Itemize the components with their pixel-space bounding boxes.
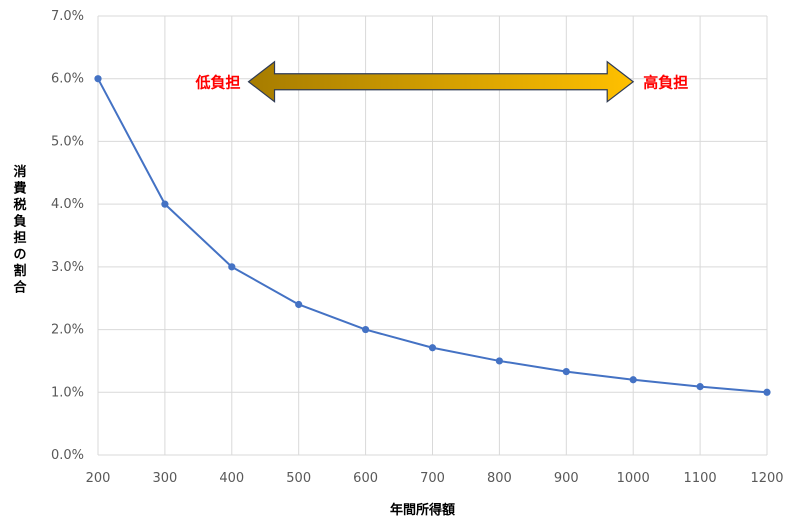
x-tick-label: 300 bbox=[152, 471, 177, 486]
high-burden-label: 高負担 bbox=[643, 74, 688, 92]
y-axis-title-char: 消 bbox=[13, 164, 26, 180]
x-tick-label: 700 bbox=[420, 471, 445, 486]
x-tick-labels: 200 300 400 500 600 700 800 900 1000 1100 1200 bbox=[86, 471, 784, 486]
x-tick-label: 1200 bbox=[750, 471, 783, 486]
data-point bbox=[763, 388, 771, 396]
data-point bbox=[562, 367, 570, 376]
y-axis-title-char: 合 bbox=[13, 280, 27, 296]
y-tick-label: 4.0% bbox=[51, 197, 84, 212]
x-tick-label: 500 bbox=[286, 471, 311, 486]
annotation-layer: 低負担 高負担 bbox=[195, 60, 688, 103]
y-tick-label: 1.0% bbox=[51, 385, 84, 400]
y-axis-title-char: 担 bbox=[13, 230, 26, 246]
x-tick-label: 400 bbox=[219, 471, 244, 486]
x-tick-label: 900 bbox=[554, 471, 579, 486]
data-point bbox=[495, 357, 503, 365]
data-point bbox=[94, 75, 102, 83]
low-burden-label: 低負担 bbox=[195, 74, 241, 92]
y-axis-title-char: 税 bbox=[13, 197, 26, 213]
y-tick-label: 2.0% bbox=[51, 323, 84, 338]
x-tick-label: 800 bbox=[487, 471, 512, 486]
x-tick-label: 1100 bbox=[684, 471, 717, 486]
y-axis-title-char: の bbox=[13, 248, 26, 263]
data-point bbox=[428, 344, 437, 352]
y-axis-title-char: 割 bbox=[13, 263, 26, 279]
y-axis-title-char: 費 bbox=[13, 181, 26, 197]
y-tick-labels: 0.0% 1.0% 2.0% 3.0% 4.0% 5.0% 6.0% 7.0% bbox=[51, 9, 84, 463]
x-tick-label: 600 bbox=[353, 471, 378, 486]
range-arrow bbox=[247, 60, 635, 103]
y-tick-label: 3.0% bbox=[51, 260, 84, 275]
data-point bbox=[696, 383, 704, 391]
y-tick-label: 6.0% bbox=[51, 72, 84, 87]
x-tick-label: 1000 bbox=[617, 471, 650, 486]
data-point bbox=[362, 325, 370, 334]
x-axis-title: 年間所得額 bbox=[390, 502, 455, 518]
x-tick-label: 200 bbox=[86, 471, 111, 486]
series-layer bbox=[94, 75, 771, 396]
data-point bbox=[161, 200, 169, 208]
data-point bbox=[629, 376, 637, 384]
data-point bbox=[295, 300, 303, 309]
y-tick-label: 0.0% bbox=[51, 448, 84, 463]
y-tick-label: 7.0% bbox=[51, 9, 84, 24]
data-point bbox=[228, 263, 236, 271]
y-axis-title-char: 負 bbox=[13, 214, 26, 230]
y-tick-label: 5.0% bbox=[51, 134, 84, 149]
